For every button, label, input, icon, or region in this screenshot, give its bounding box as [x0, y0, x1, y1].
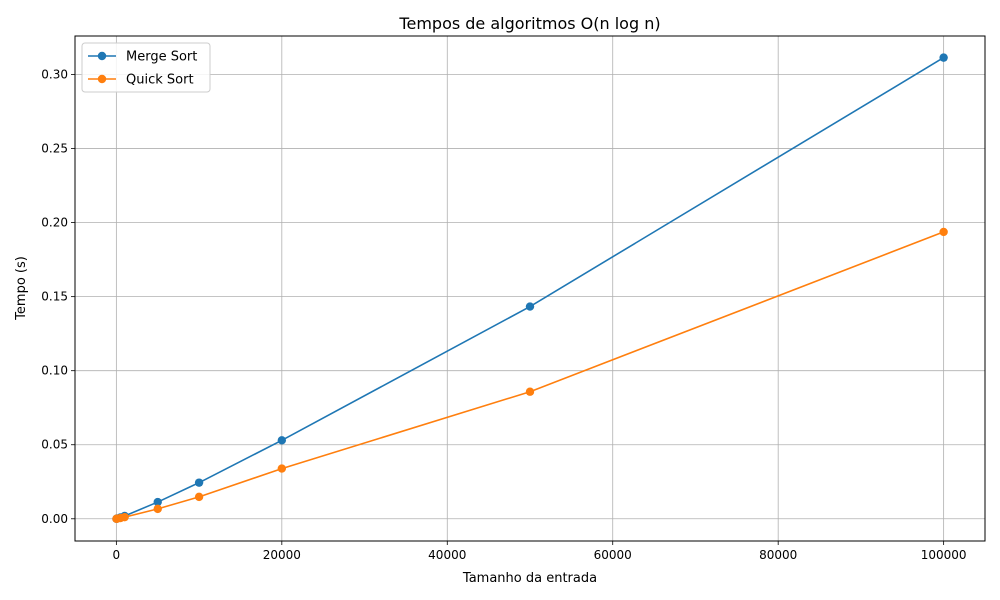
- data-point-quick-sort: [194, 492, 204, 502]
- data-point-merge-sort: [939, 53, 948, 62]
- x-tick-label: 80000: [759, 548, 797, 562]
- data-point-quick-sort: [939, 227, 948, 237]
- data-point-quick-sort: [277, 464, 287, 473]
- data-point-quick-sort: [120, 512, 129, 522]
- legend-marker-quick-sort: [97, 74, 107, 84]
- x-tick-label: 60000: [594, 548, 632, 562]
- legend-label-merge-sort: Merge Sort: [126, 50, 197, 65]
- data-point-quick-sort: [525, 387, 535, 396]
- y-tick-label: 0.10: [41, 364, 68, 378]
- data-point-merge-sort: [194, 478, 204, 487]
- data-point-merge-sort: [277, 436, 287, 445]
- x-tick-label: 40000: [428, 548, 466, 562]
- data-point-merge-sort: [153, 497, 162, 507]
- grid: [75, 36, 985, 541]
- y-tick-label: 0.20: [41, 216, 68, 230]
- y-tick-label: 0.00: [41, 512, 68, 526]
- data-point-merge-sort: [525, 302, 535, 311]
- legend: Merge Sort Quick Sort: [81, 42, 211, 93]
- y-axis-label: Tempo (s): [14, 256, 29, 321]
- y-tick-label: 0.05: [41, 438, 68, 452]
- data-point-quick-sort: [153, 504, 162, 514]
- series-lines: [112, 53, 948, 523]
- x-tick-label: 20000: [263, 548, 301, 562]
- legend-marker-merge-sort: [97, 51, 107, 61]
- x-axis-label: Tamanho da entrada: [462, 571, 597, 586]
- plot-area-frame: [74, 35, 986, 542]
- chart-title: Tempos de algoritmos O(n log n): [398, 14, 660, 33]
- y-tick-label: 0.15: [41, 290, 68, 304]
- y-tick-label: 0.30: [41, 68, 68, 82]
- x-tick-label: 100000: [921, 548, 967, 562]
- axis-ticks: 0 20000 40000 60000 80000 100000 0.00 0.05 0.10 0…: [41, 68, 966, 562]
- legend-label-quick-sort: Quick Sort: [126, 73, 194, 88]
- x-tick-label: 0: [113, 548, 121, 562]
- y-tick-label: 0.25: [41, 142, 68, 156]
